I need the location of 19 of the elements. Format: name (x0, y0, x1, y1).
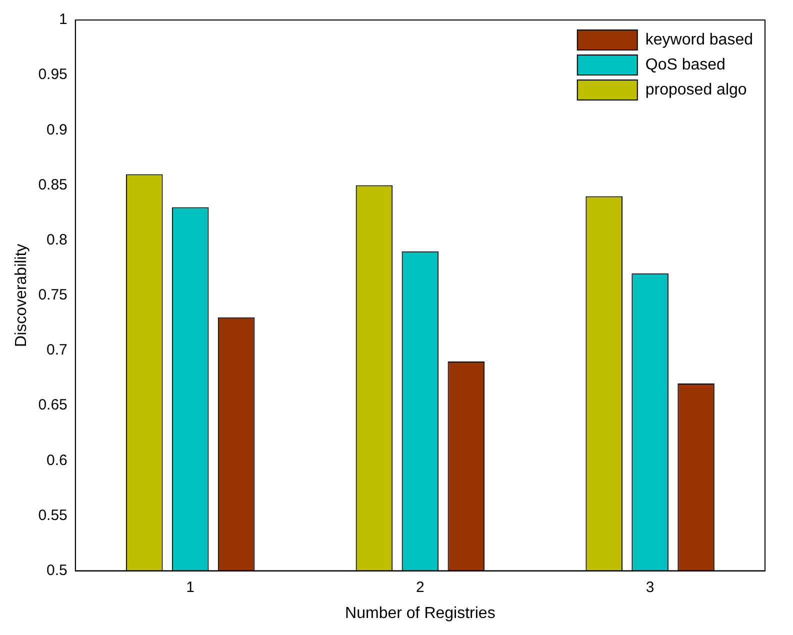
legend-label: proposed algo (645, 81, 747, 98)
y-tick-label: 1 (59, 11, 68, 28)
y-tick-label: 0.6 (46, 452, 68, 469)
x-axis-title: Number of Registries (345, 604, 496, 622)
y-axis-title: Discoverability (13, 244, 30, 347)
x-tick-label: 1 (186, 578, 194, 596)
legend-label: keyword based (645, 31, 754, 48)
y-tick-label: 0.5 (46, 562, 68, 579)
y-tick-label: 0.75 (38, 286, 68, 304)
y-tick-label: 0.95 (38, 66, 68, 84)
y-tick-label: 0.8 (46, 231, 68, 248)
legend-label: QoS based (645, 56, 726, 74)
y-tick-label: 0.85 (38, 176, 68, 194)
y-tick-label: 0.7 (46, 342, 68, 359)
y-tick-label: 0.65 (38, 396, 68, 414)
y-tick-label: 0.55 (38, 506, 68, 524)
x-tick-label: 2 (416, 578, 424, 596)
y-tick-label: 0.9 (46, 121, 68, 138)
x-tick-label: 3 (646, 578, 654, 596)
